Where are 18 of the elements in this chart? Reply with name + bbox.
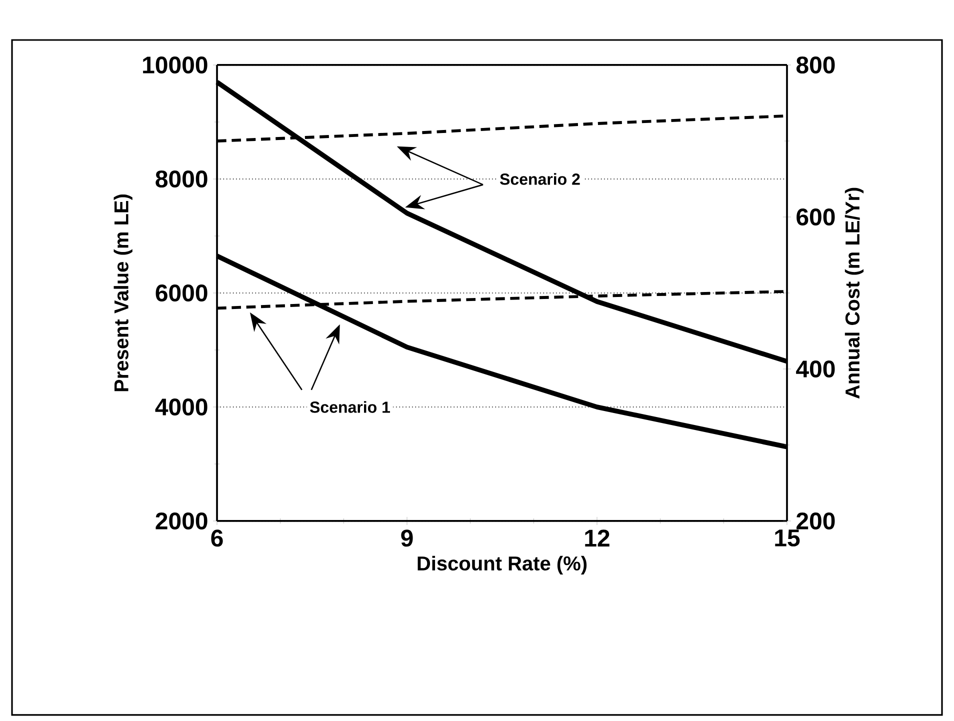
y2-tick-label: 400 bbox=[796, 360, 835, 378]
x-axis-title: Discount Rate (%) bbox=[418, 556, 587, 574]
y2-tick-label: 800 bbox=[796, 56, 835, 74]
annotation: Scenario 1 bbox=[310, 401, 390, 413]
y-axis-title: Present Value (m LE) bbox=[114, 194, 132, 392]
y2-tick-label: 200 bbox=[796, 512, 835, 530]
y2-axis-title: Annual Cost (m LE/Yr) bbox=[844, 188, 864, 399]
y-tick-label: 4000 bbox=[155, 398, 208, 416]
y-tick-label: 10000 bbox=[143, 56, 208, 74]
y-tick-label: 6000 bbox=[156, 284, 208, 302]
x-tick-label: 12 bbox=[585, 530, 610, 546]
y-tick-label: 2000 bbox=[156, 512, 208, 530]
x-tick-label: 6 bbox=[211, 530, 223, 547]
y-tick-label: 8000 bbox=[156, 170, 208, 188]
annotation: Scenario 2 bbox=[500, 173, 580, 185]
x-tick-label: 9 bbox=[401, 530, 413, 547]
y2-tick-label: 600 bbox=[796, 208, 835, 226]
x-tick-label: 15 bbox=[775, 530, 800, 546]
